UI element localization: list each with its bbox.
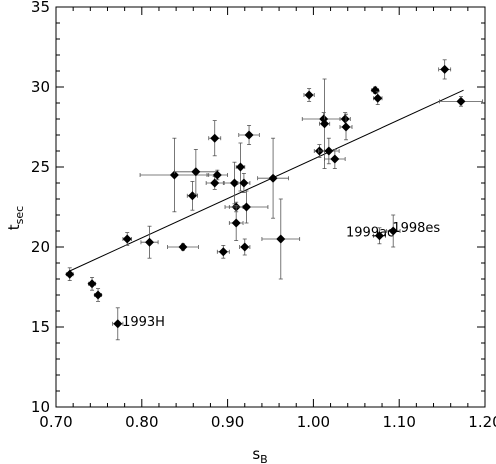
- y-axis-label-main: t: [5, 224, 23, 230]
- fit-line-group: [69, 89, 464, 272]
- diamond-marker: [187, 191, 197, 201]
- y-tick-label: 25: [31, 158, 50, 176]
- diamond-marker: [374, 231, 384, 241]
- x-tick-label: 0.80: [125, 413, 158, 431]
- axis-ticks: 0.70 0.80 0.90 1.00 1.10 1.20 10 15 20 25 30 35: [31, 0, 496, 431]
- diamond-marker: [169, 170, 179, 180]
- diamond-marker: [324, 146, 334, 156]
- data-point: [216, 244, 230, 259]
- diamond-marker: [210, 133, 220, 143]
- diamond-marker: [210, 178, 220, 188]
- diamond-marker: [320, 119, 330, 129]
- data-point: [318, 137, 340, 165]
- data-point: [257, 137, 289, 219]
- diamond-marker: [268, 173, 278, 183]
- diamond-marker: [304, 90, 314, 100]
- diamond-marker: [456, 96, 466, 106]
- data-point: [87, 276, 97, 291]
- data-point: [205, 176, 224, 190]
- point-annotation: 1999ac: [346, 226, 394, 241]
- point-annotation: 1998es: [392, 221, 440, 236]
- diamond-marker: [229, 178, 239, 188]
- data-point: [303, 88, 315, 102]
- data-point: [208, 120, 222, 157]
- diamond-marker: [330, 154, 340, 164]
- data-point: [324, 148, 346, 170]
- diamond-marker: [113, 319, 123, 329]
- data-point: [122, 232, 132, 246]
- diamond-marker: [370, 85, 380, 95]
- x-tick-label: 1.20: [468, 413, 496, 431]
- diamond-marker: [218, 247, 228, 257]
- y-tick-label: 20: [31, 238, 50, 256]
- point-annotation: 1993H: [122, 315, 165, 330]
- plot-frame: [55, 6, 486, 408]
- diamond-marker: [239, 178, 249, 188]
- diamond-marker: [212, 170, 222, 180]
- diamond-marker: [241, 202, 251, 212]
- data-point: [224, 190, 269, 224]
- x-axis-label-sub: B: [260, 453, 268, 464]
- data-point: [228, 204, 244, 242]
- data-point: [261, 198, 301, 280]
- data-point: [65, 267, 75, 282]
- data-point: [339, 113, 353, 141]
- diamond-marker: [244, 130, 254, 140]
- diamond-marker: [65, 269, 75, 279]
- data-point: [237, 172, 251, 194]
- diamond-marker: [145, 237, 155, 247]
- y-tick-label: 10: [31, 398, 50, 416]
- diamond-marker: [191, 167, 201, 177]
- data-point: [239, 238, 251, 256]
- y-tick-label: 30: [31, 78, 50, 96]
- diamond-marker: [388, 226, 398, 236]
- data-point: [373, 227, 386, 245]
- data-point: [112, 307, 124, 341]
- data-point: [139, 137, 210, 213]
- x-tick-label: 0.70: [39, 413, 72, 431]
- data-point: [186, 180, 198, 211]
- diamond-marker: [373, 93, 383, 103]
- data-point: [140, 225, 159, 259]
- data-point: [174, 148, 218, 195]
- fit-line: [69, 89, 464, 272]
- data-points: [65, 59, 483, 341]
- diamond-marker: [231, 218, 241, 228]
- diamond-marker: [178, 242, 188, 252]
- x-axis-label-main: s: [252, 445, 260, 463]
- diamond-marker: [240, 242, 250, 252]
- diamond-marker: [276, 234, 286, 244]
- diamond-marker: [440, 64, 450, 74]
- x-tick-label: 1.10: [382, 413, 415, 431]
- diamond-marker: [93, 290, 103, 300]
- data-point: [167, 242, 199, 252]
- data-point: [370, 85, 380, 95]
- data-point: [373, 91, 383, 105]
- x-axis-label: sB: [252, 445, 267, 464]
- x-tick-label: 1.00: [297, 413, 330, 431]
- diamond-marker: [235, 162, 245, 172]
- data-point: [438, 59, 452, 80]
- x-tick-label: 0.90: [211, 413, 244, 431]
- data-point: [238, 125, 260, 146]
- y-tick-label: 15: [31, 318, 50, 336]
- data-point: [385, 214, 401, 248]
- diamond-marker: [87, 279, 97, 289]
- diamond-marker: [340, 114, 350, 124]
- y-axis-label-sub: sec: [13, 206, 26, 225]
- data-point: [93, 288, 103, 302]
- y-axis-label: tsec: [5, 206, 26, 230]
- data-point: [439, 96, 483, 107]
- data-point: [206, 169, 229, 181]
- diamond-marker: [341, 122, 351, 132]
- y-tick-label: 35: [31, 0, 50, 16]
- data-point: [319, 78, 331, 170]
- data-point: [223, 161, 246, 205]
- diamond-marker: [122, 234, 132, 244]
